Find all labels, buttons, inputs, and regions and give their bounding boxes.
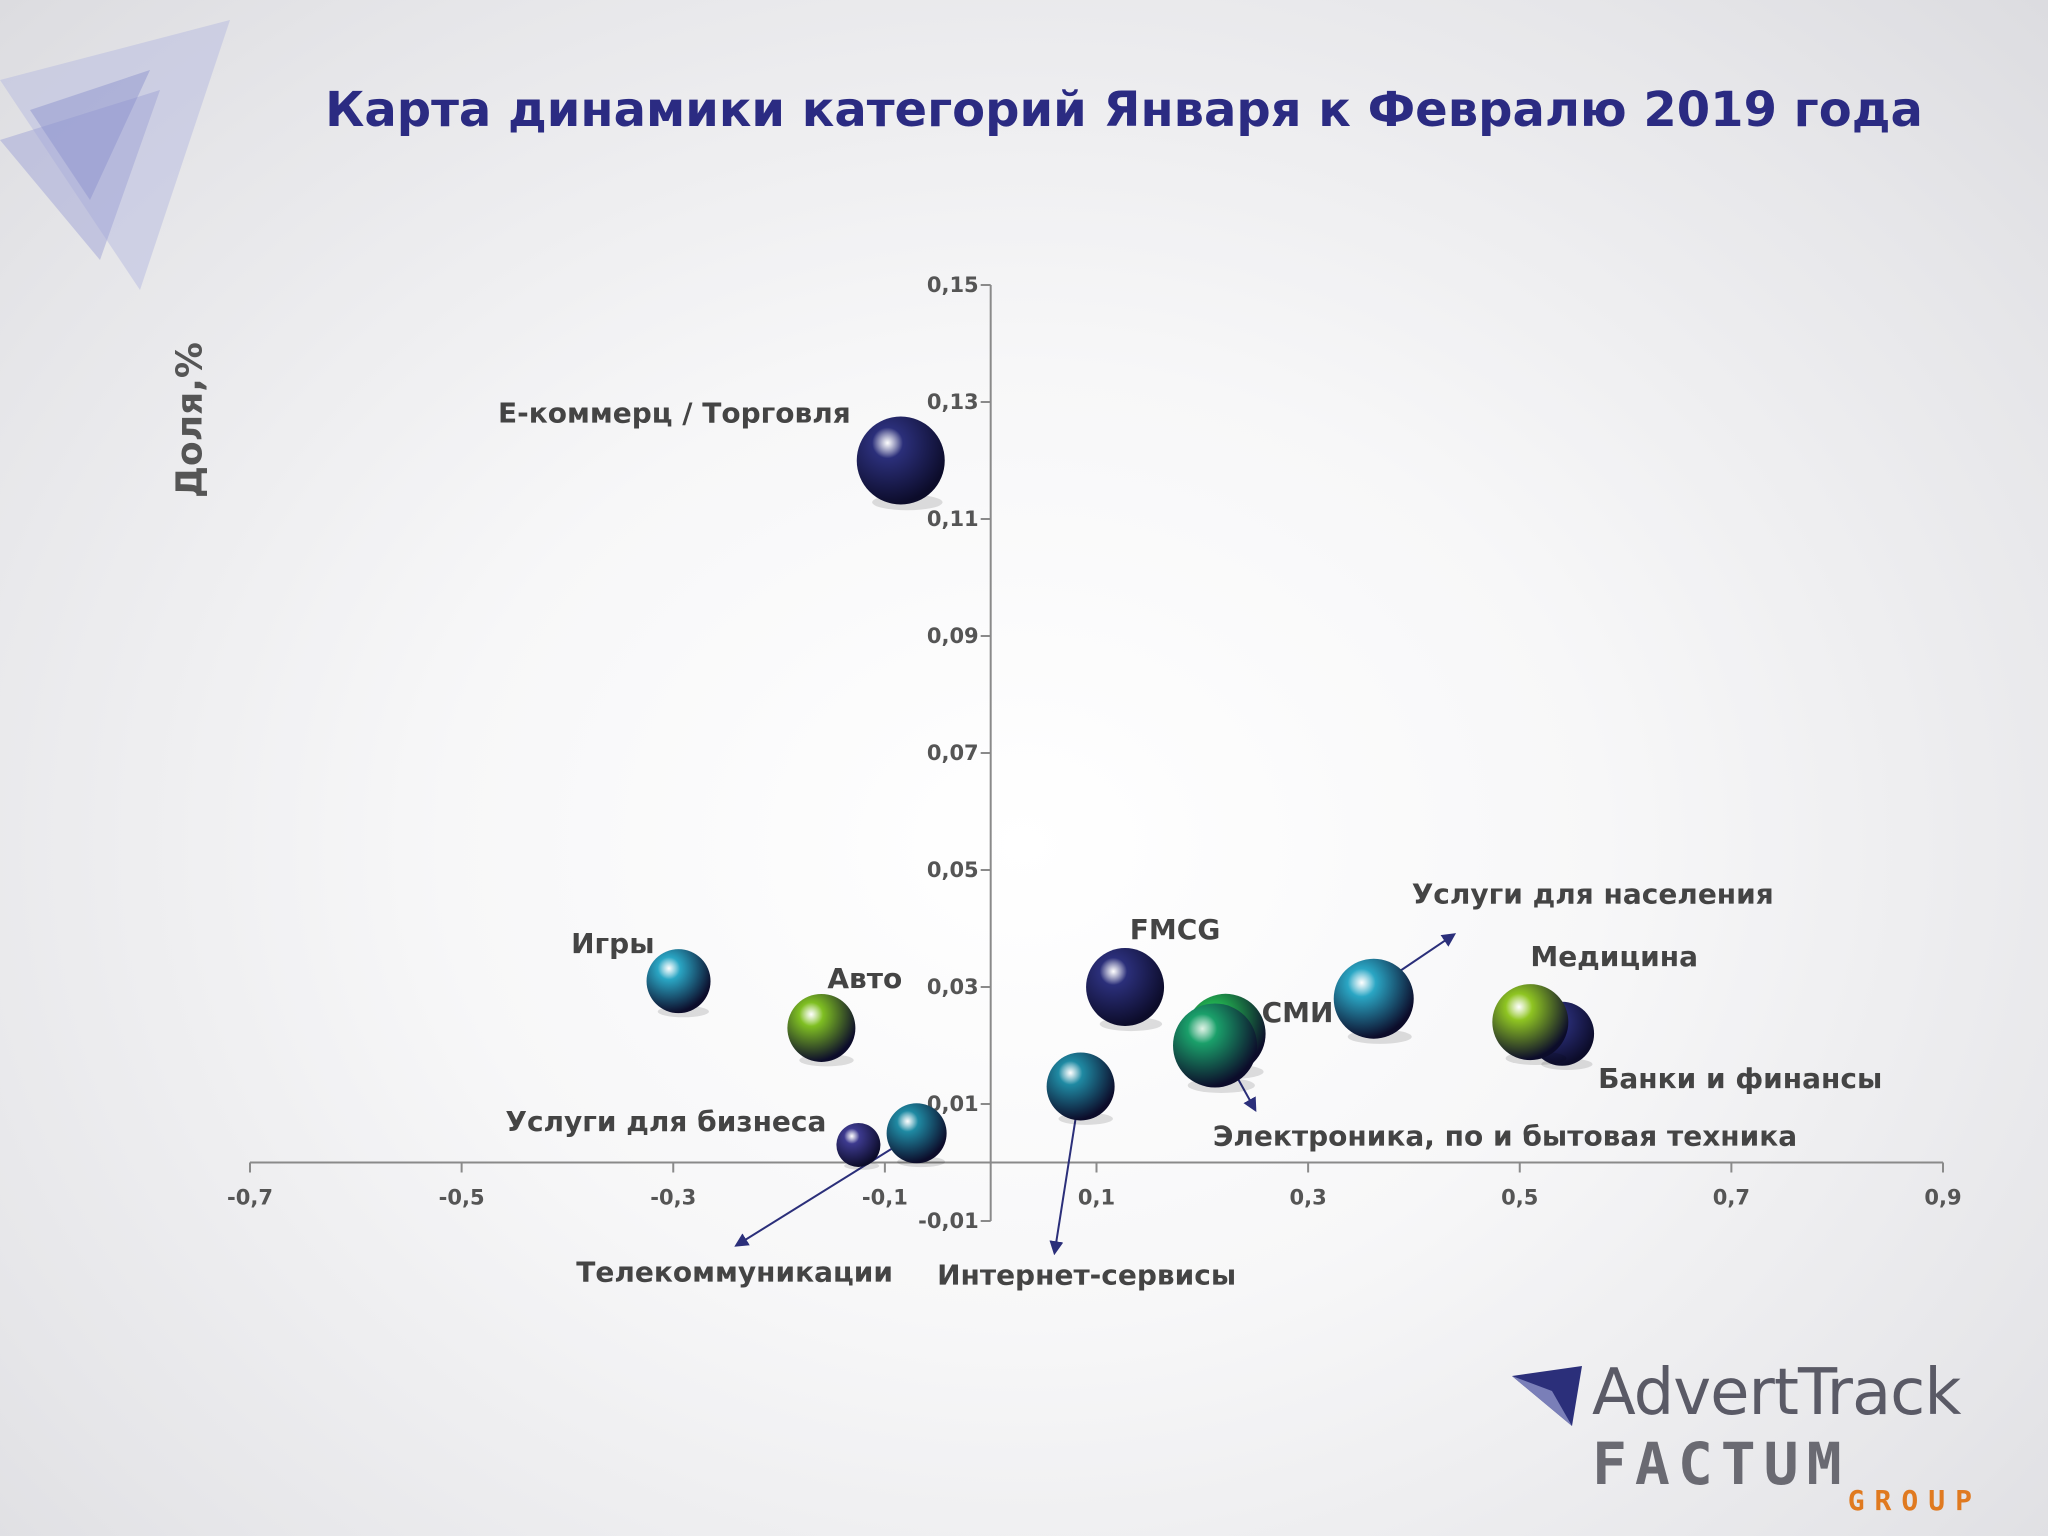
y-tick-label: 0,09 — [927, 624, 979, 648]
logo-text-factum: FACTUM — [1592, 1430, 1850, 1498]
bubble — [1333, 958, 1414, 1039]
bubble-label: СМИ — [1262, 996, 1334, 1029]
bubble — [836, 1122, 881, 1167]
y-tick-label: 0,15 — [927, 273, 979, 297]
x-tick-label: 0,3 — [1290, 1186, 1327, 1210]
bubble-label: Телекоммуникации — [576, 1255, 893, 1288]
bubble — [1046, 1052, 1115, 1121]
logo-mark-icon — [1512, 1366, 1582, 1426]
x-tick-label: 0,5 — [1501, 1186, 1538, 1210]
bubbles — [646, 416, 1595, 1170]
bubble — [1492, 984, 1569, 1061]
bubble — [646, 949, 711, 1014]
bubble-labels: Е-коммерц / Торговля Игры Авто Услуги для б… — [498, 397, 1882, 1292]
bubble-label: Авто — [827, 962, 902, 995]
bubble-label: Медицина — [1530, 940, 1698, 973]
tick-labels: -0,7 -0,5 -0,3 -0,1 0,1 0,3 0,5 0,7 0,9-0,010,01… — [227, 273, 1962, 1233]
bubble-label: Электроника, по и бытовая техника — [1213, 1120, 1797, 1153]
advert-track-logo: AdvertTrack FACTUM GROUP — [1512, 1356, 1982, 1517]
bubble-label: Е-коммерц / Торговля — [498, 397, 851, 430]
bubble-label: Услуги для бизнеса — [505, 1105, 826, 1138]
axes — [249, 284, 1944, 1222]
bubble-label: Услуги для населения — [1412, 878, 1774, 911]
x-tick-label: -0,7 — [227, 1186, 273, 1210]
bubble — [856, 416, 945, 505]
y-tick-label: 0,11 — [927, 507, 979, 531]
x-tick-label: -0,3 — [650, 1186, 696, 1210]
logo-text-adverttrack: AdvertTrack — [1592, 1356, 1961, 1430]
y-tick-label: 0,07 — [927, 741, 979, 765]
bubble — [1086, 948, 1165, 1026]
chart-title: Карта динамики категорий Января к Феврал… — [325, 82, 1923, 138]
y-tick-label: -0,01 — [918, 1209, 979, 1233]
y-tick-label: 0,03 — [927, 975, 979, 999]
y-tick-label: 0,13 — [927, 390, 979, 414]
bubble-label: FMCG — [1130, 913, 1221, 946]
decorative-triangles — [0, 20, 230, 290]
bubble — [1173, 1003, 1258, 1088]
x-tick-label: -0,5 — [439, 1186, 485, 1210]
x-tick-label: -0,1 — [862, 1186, 908, 1210]
bubble — [886, 1103, 947, 1164]
bubble-label: Игры — [571, 927, 654, 960]
label-arrow — [734, 1132, 918, 1247]
x-tick-label: 0,7 — [1713, 1186, 1750, 1210]
y-tick-label: 0,05 — [927, 858, 979, 882]
x-tick-label: 0,1 — [1078, 1186, 1115, 1210]
logo-text-group: GROUP — [1847, 1484, 1982, 1517]
bubble-label: Банки и финансы — [1598, 1062, 1882, 1095]
bubble — [787, 993, 856, 1062]
x-tick-label: 0,9 — [1924, 1186, 1961, 1210]
bubble-label: Интернет-сервисы — [937, 1258, 1236, 1291]
